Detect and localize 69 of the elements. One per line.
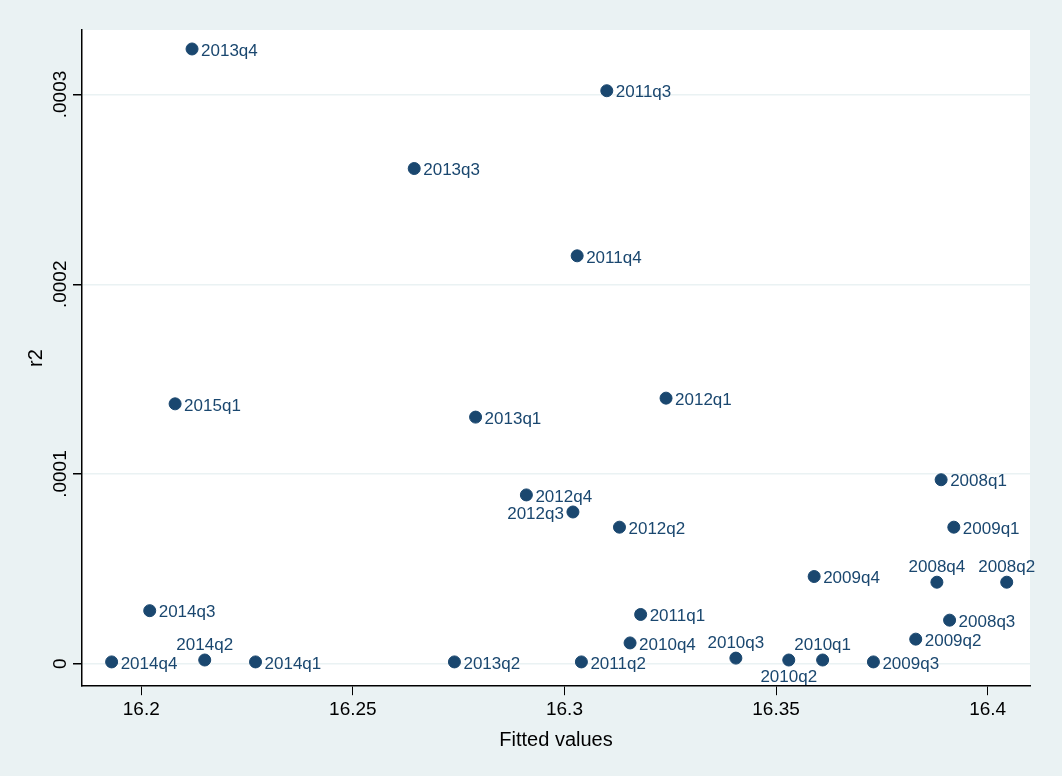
point: [807, 570, 821, 584]
data-label: 2010q4: [639, 634, 696, 654]
data-label: 2011q2: [590, 653, 646, 673]
point: [934, 473, 948, 487]
data-label: 2013q1: [484, 408, 542, 428]
data-label: 2010q3: [707, 632, 765, 652]
x-tick-label: 16.2: [122, 697, 160, 719]
data-label: 2011q1: [649, 606, 706, 626]
y-tick-label: .0002: [48, 260, 70, 309]
point: [866, 655, 880, 669]
point: [143, 604, 157, 618]
point: [623, 636, 637, 650]
point: [816, 653, 830, 667]
x-tick-label: 16.35: [752, 697, 800, 719]
x-tick-label: 16.25: [329, 697, 377, 719]
point: [566, 505, 580, 519]
point: [659, 391, 673, 405]
point: [574, 655, 588, 669]
point: [447, 655, 461, 669]
data-label: 2008q1: [950, 471, 1007, 491]
data-label: 2015q1: [184, 395, 241, 415]
data-label: 2012q4: [535, 486, 593, 506]
data-label: 2012q3: [507, 503, 564, 523]
point: [519, 488, 533, 502]
data-label: 2014q3: [158, 602, 216, 622]
data-label: 2014q1: [264, 653, 322, 673]
data-label: 2009q2: [924, 630, 982, 650]
point: [634, 607, 648, 621]
data-label: 2008q4: [908, 556, 966, 576]
data-label: 2012q2: [628, 518, 686, 538]
data-label: 2010q1: [794, 634, 851, 654]
data-label: 2012q1: [675, 389, 732, 409]
point: [909, 632, 923, 646]
data-label: 2009q4: [823, 568, 880, 588]
data-label: 2013q2: [463, 653, 521, 673]
point: [612, 520, 626, 534]
data-label: 2013q4: [201, 40, 258, 60]
y-tick-label: .0001: [48, 450, 70, 498]
point: [198, 653, 212, 667]
y-axis-title: r2: [23, 349, 46, 367]
data-label: 2009q3: [882, 653, 940, 673]
point: [105, 655, 119, 669]
y-tick-label: 0: [48, 658, 70, 670]
x-axis-title: Fitted values: [499, 727, 613, 750]
point: [168, 397, 182, 411]
point: [930, 575, 944, 589]
data-label: 2013q3: [423, 160, 480, 180]
data-label: 2009q1: [962, 518, 1020, 538]
data-label: 2011q3: [615, 82, 672, 102]
y-tick-label: .0003: [48, 70, 70, 119]
point: [947, 520, 961, 534]
point: [407, 162, 421, 176]
point: [782, 653, 796, 667]
data-label: 2008q2: [978, 556, 1036, 576]
data-label: 2011q4: [586, 247, 642, 267]
data-label: 2008q3: [958, 611, 1016, 631]
data-label: 2014q4: [120, 653, 178, 673]
x-tick-label: 16.3: [545, 697, 583, 719]
point: [570, 249, 584, 263]
x-tick-label: 16.4: [969, 697, 1007, 719]
point: [469, 410, 483, 424]
point: [185, 42, 199, 56]
data-label: 2014q2: [176, 634, 234, 654]
point: [1000, 575, 1014, 589]
point: [943, 613, 957, 627]
point: [249, 655, 263, 669]
point: [729, 651, 743, 665]
data-label: 2010q2: [760, 666, 818, 686]
point: [600, 84, 614, 98]
